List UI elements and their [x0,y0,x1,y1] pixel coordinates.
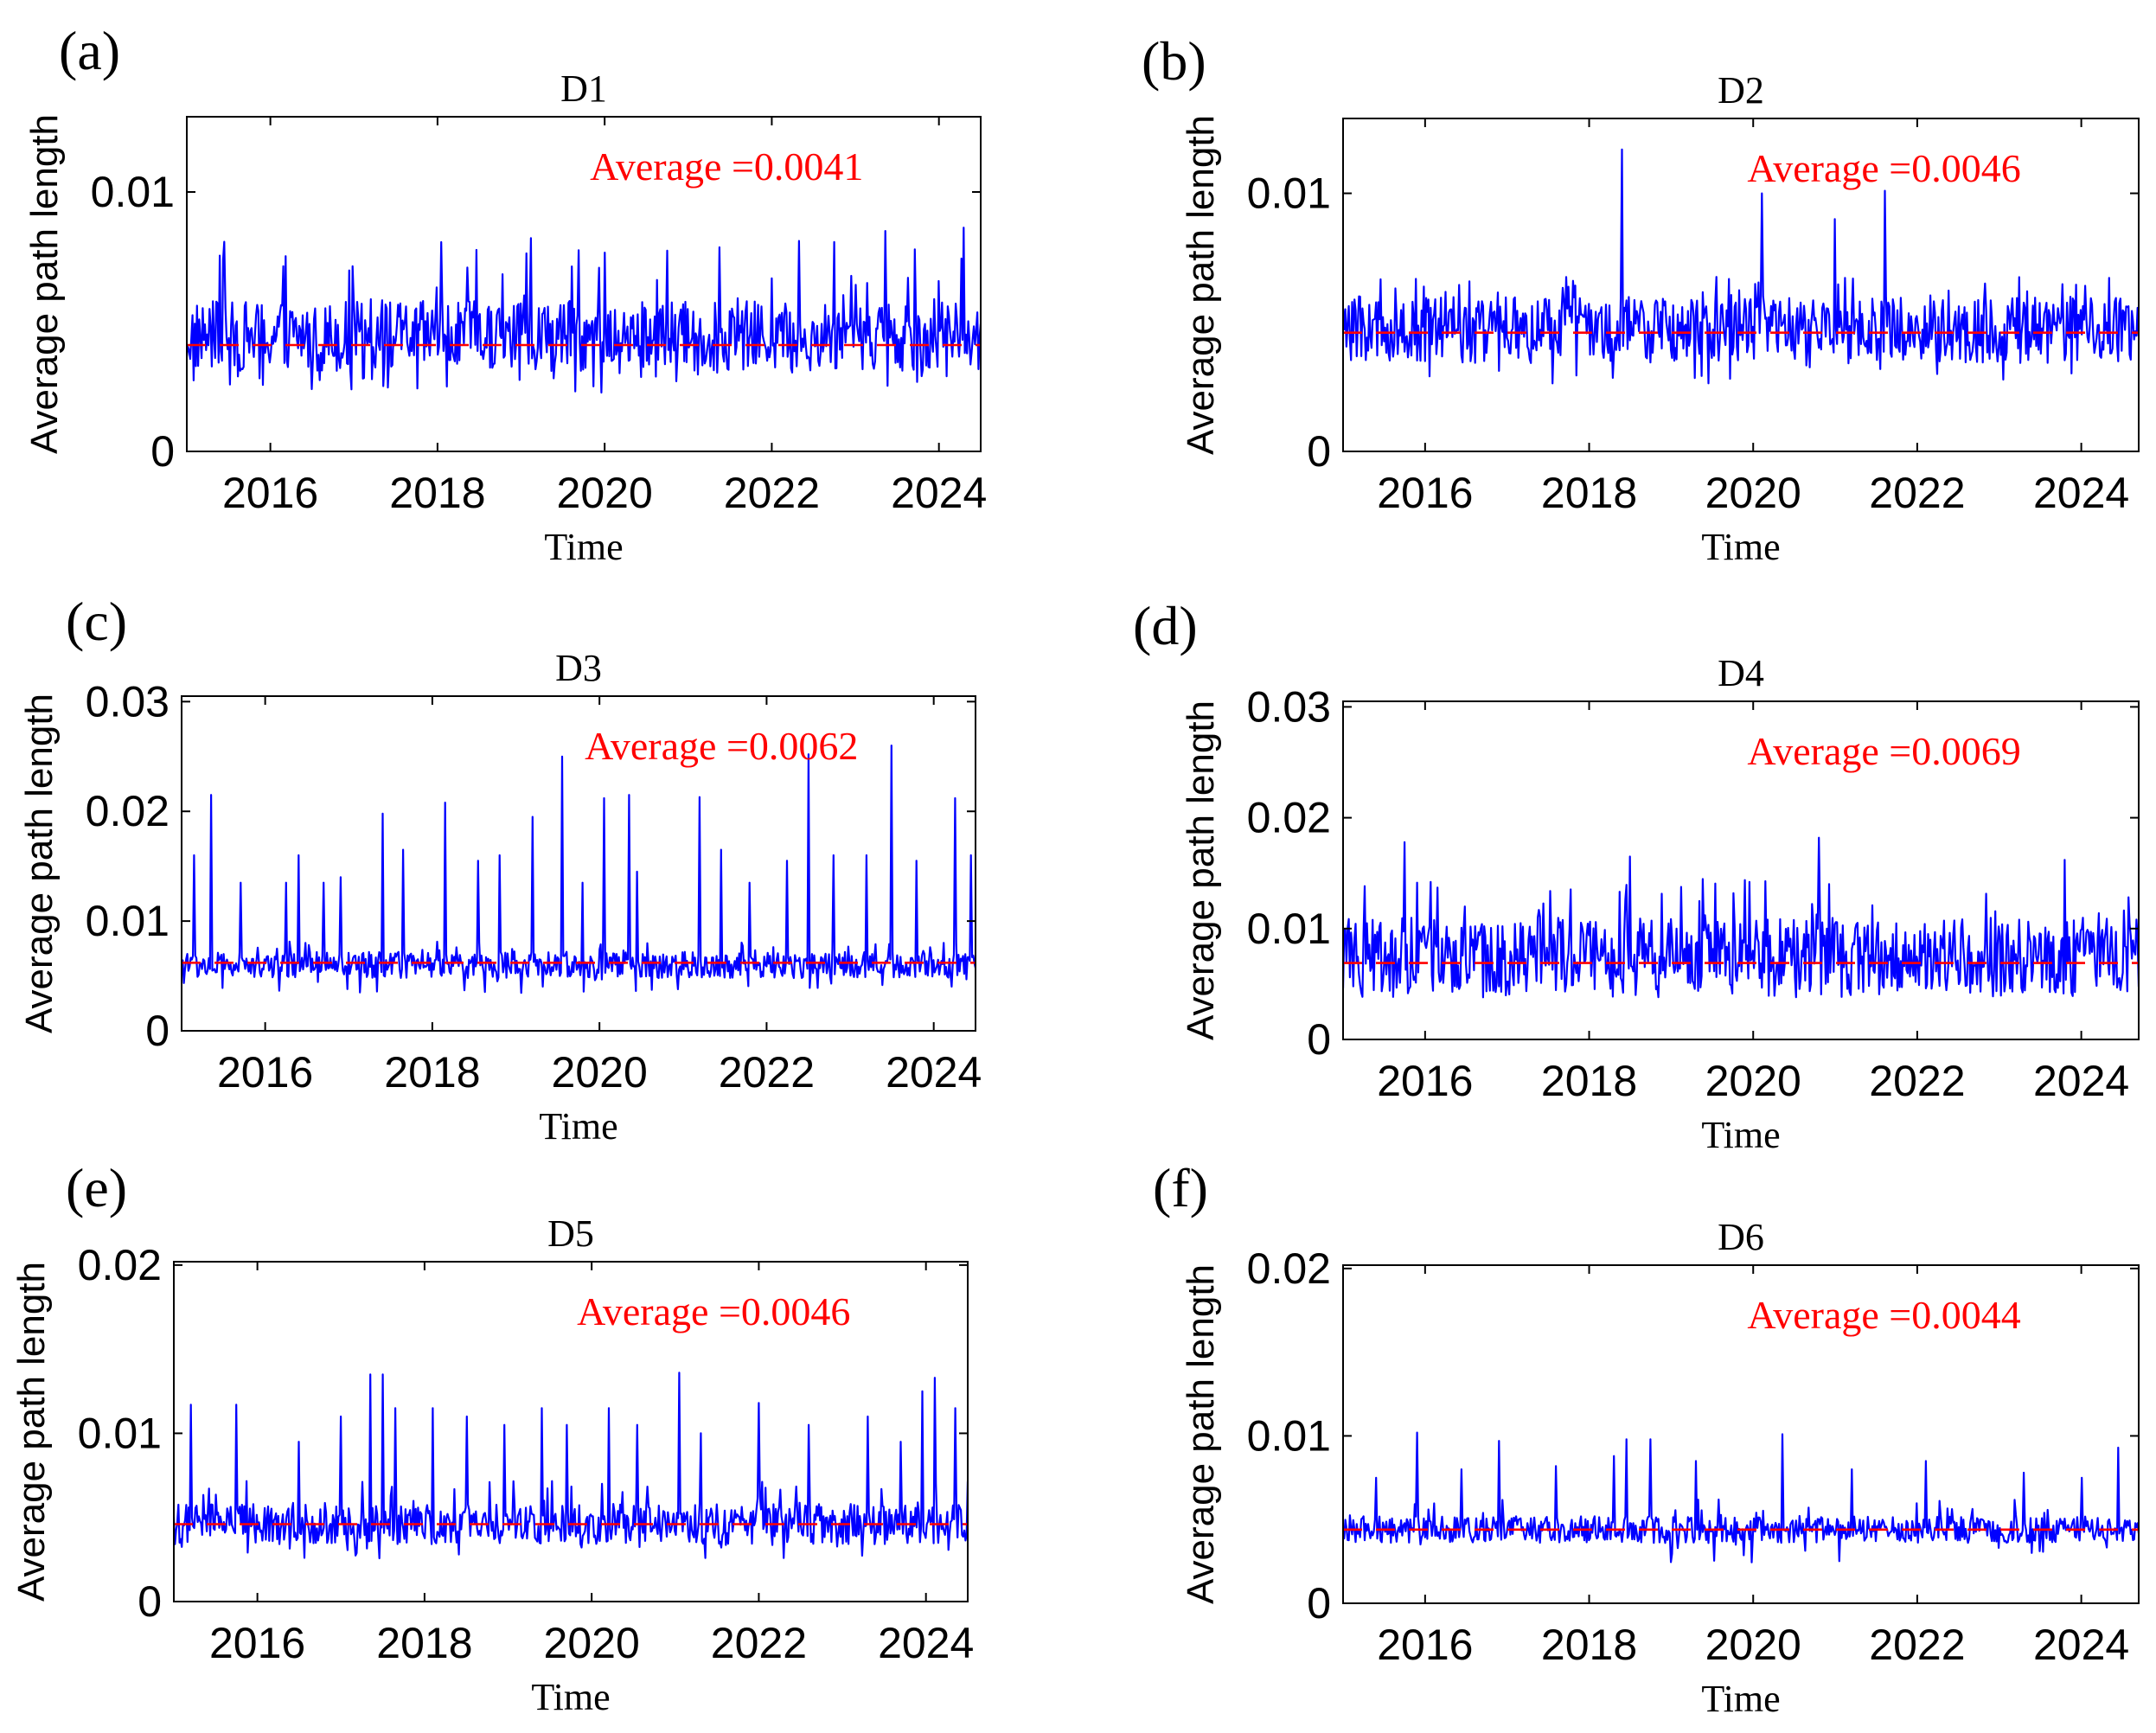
x-tick-label: 2024 [878,1619,974,1667]
axes-frame [1342,700,2140,1040]
average-annotation: Average =0.0046 [1747,146,2020,190]
x-tick-label: 2018 [1541,469,1637,517]
x-tick-label: 2024 [891,469,987,517]
x-tick-label: 2016 [209,1619,305,1667]
x-tick-label: 2016 [217,1048,313,1097]
chart-title: D6 [1718,1216,1764,1258]
chart-title: D3 [555,647,602,689]
y-tick-label: 0.02 [78,1241,162,1289]
y-tick-label: 0 [150,427,175,476]
axes-frame [173,1261,969,1602]
x-tick-label: 2024 [2033,1621,2129,1669]
average-annotation: Average =0.0069 [1747,729,2020,773]
panel-d1: (a) D1 2016 2018 2020 2022 2024 0 0.01 Time Averag… [23,20,987,568]
x-tick-label: 2024 [2033,1057,2129,1105]
x-tick-label: 2018 [1541,1621,1637,1669]
panel-label: (a) [59,20,120,81]
x-tick-label: 2024 [886,1048,982,1097]
y-tick-label: 0 [145,1007,170,1055]
x-axis-label: Time [1701,1114,1780,1156]
series-line [1343,836,2139,999]
panel-label: (f) [1153,1157,1208,1218]
y-tick-label: 0.01 [78,1409,162,1457]
series-line [1343,1431,2139,1564]
x-axis-label: Time [531,1676,610,1718]
x-tick-label: 2018 [1541,1057,1637,1105]
x-axis-label: Time [1701,1678,1780,1720]
panel-label: (d) [1133,595,1198,656]
average-annotation: Average =0.0062 [585,724,858,768]
x-tick-label: 2018 [384,1048,480,1097]
average-annotation: Average =0.0046 [577,1289,850,1333]
x-axis-label: Time [544,526,623,568]
x-tick-label: 2020 [1705,1057,1801,1105]
y-tick-label: 0.03 [1247,682,1331,731]
panel-label: (e) [66,1157,127,1218]
panel-label: (c) [66,591,127,652]
x-tick-label: 2020 [557,469,653,517]
y-axis-label: Average path length [23,114,66,454]
panel-d2: (b) D2 2016 2018 2020 2022 2024 0 0.01 Time Averag… [1142,30,2140,568]
y-axis-label: Average path length [18,694,61,1033]
y-tick-label: 0.02 [1247,794,1331,842]
x-tick-label: 2022 [1869,469,1965,517]
axes-frame [186,116,982,452]
series-line [187,227,981,394]
panel-d4: (d) D4 2016 2018 2020 2022 2024 0 0.01 0.02 0.03 Ti… [1133,595,2140,1156]
x-tick-label: 2022 [724,469,820,517]
axes-frame [1342,118,2140,452]
x-tick-label: 2022 [711,1619,807,1667]
x-tick-label: 2018 [376,1619,472,1667]
chart-title: D4 [1718,652,1764,694]
chart-title: D5 [547,1212,594,1255]
panel-d6: (f) D6 2016 2018 2020 2022 2024 0 0.01 0.02 Time Av… [1153,1157,2140,1720]
y-tick-label: 0 [1307,427,1331,476]
x-tick-label: 2022 [1869,1057,1965,1105]
x-tick-label: 2022 [1869,1621,1965,1669]
chart-title: D2 [1718,69,1764,112]
x-tick-label: 2016 [1377,469,1473,517]
x-tick-label: 2018 [389,469,485,517]
chart-title: D1 [560,67,607,110]
average-annotation: Average =0.0044 [1747,1293,2020,1337]
y-axis-label: Average path length [1180,1264,1222,1604]
y-tick-label: 0.02 [86,787,170,835]
series-line [182,744,976,994]
y-axis-label: Average path length [1180,115,1222,455]
x-tick-label: 2016 [1377,1057,1473,1105]
axes-frame [181,695,976,1032]
x-tick-label: 2020 [544,1619,640,1667]
panel-d3: (c) D3 2016 2018 2020 2022 2024 0 0.01 0.02 0.03 Ti… [18,591,982,1148]
y-tick-label: 0 [1307,1015,1331,1064]
y-tick-label: 0 [138,1577,162,1626]
series-line [1343,148,2139,385]
y-axis-label: Average path length [10,1262,53,1602]
axes-frame [1342,1264,2140,1604]
average-annotation: Average =0.0041 [590,144,863,189]
y-tick-label: 0.01 [1247,905,1331,953]
y-tick-label: 0.01 [1247,169,1331,218]
y-axis-label: Average path length [1180,700,1222,1040]
series-line [174,1372,968,1560]
x-tick-label: 2016 [1377,1621,1473,1669]
x-tick-label: 2022 [719,1048,815,1097]
panel-d5: (e) D5 2016 2018 2020 2022 2024 0 0.01 0.02 Time Av… [10,1157,974,1718]
x-tick-label: 2020 [1705,1621,1801,1669]
x-axis-label: Time [1701,526,1780,568]
x-tick-label: 2020 [552,1048,648,1097]
panel-label: (b) [1142,30,1206,92]
x-tick-label: 2020 [1705,469,1801,517]
x-axis-label: Time [539,1105,617,1148]
y-tick-label: 0.03 [86,677,170,726]
y-tick-label: 0 [1307,1579,1331,1627]
y-tick-label: 0.01 [86,897,170,945]
y-tick-label: 0.02 [1247,1244,1331,1293]
y-tick-label: 0.01 [91,168,175,216]
y-tick-label: 0.01 [1247,1411,1331,1460]
x-tick-label: 2016 [222,469,318,517]
x-tick-label: 2024 [2033,469,2129,517]
